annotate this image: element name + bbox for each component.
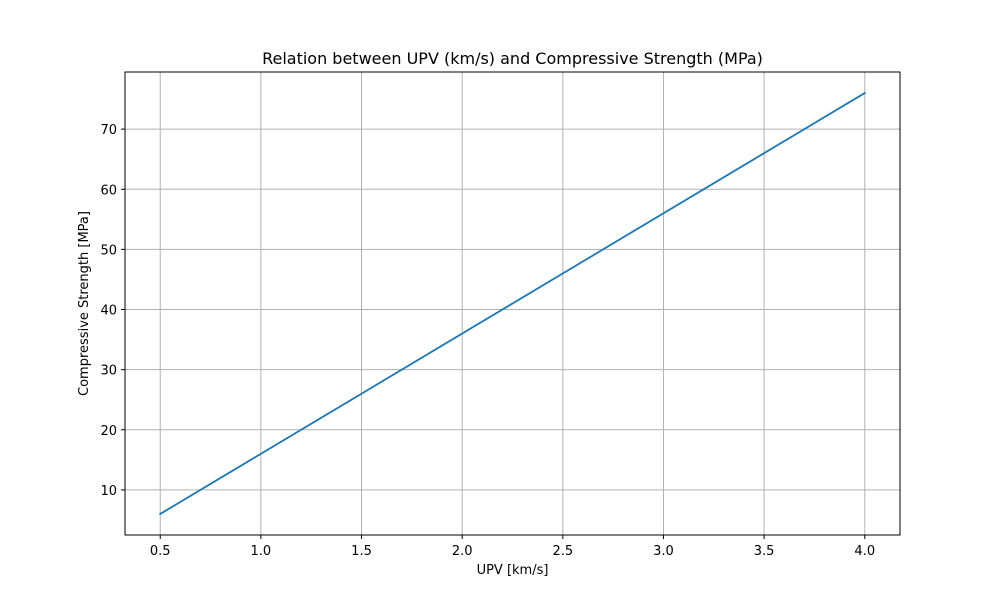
chart-title: Relation between UPV (km/s) and Compress…	[262, 49, 763, 68]
x-tick-label: 3.0	[653, 544, 674, 559]
x-tick-label: 4.0	[854, 544, 875, 559]
series-line	[158, 91, 867, 516]
grid	[125, 72, 900, 535]
y-tick-label: 30	[100, 364, 117, 379]
y-axis: 10 20 30 40 50 60 70	[100, 123, 125, 499]
x-tick-label: 2.5	[552, 544, 573, 559]
y-tick-label: 60	[100, 183, 117, 198]
y-tick-label: 20	[100, 424, 117, 439]
y-tick-label: 40	[100, 304, 117, 319]
x-tick-label: 1.5	[351, 544, 372, 559]
x-tick-label: 1.0	[251, 544, 272, 559]
x-axis-label: UPV [km/s]	[477, 563, 549, 578]
y-axis-label: Compressive Strength [MPa]	[77, 211, 92, 396]
x-axis: 0.5 1.0 1.5 2.0 2.5 3.0 3.5 4.0	[150, 535, 875, 559]
x-tick-label: 3.5	[754, 544, 775, 559]
x-tick-label: 0.5	[150, 544, 171, 559]
plot-frame	[124, 71, 901, 536]
series-layer	[158, 91, 867, 516]
x-tick-label: 2.0	[452, 544, 473, 559]
y-tick-label: 10	[100, 484, 117, 499]
y-tick-label: 70	[100, 123, 117, 138]
y-tick-label: 50	[100, 243, 117, 258]
